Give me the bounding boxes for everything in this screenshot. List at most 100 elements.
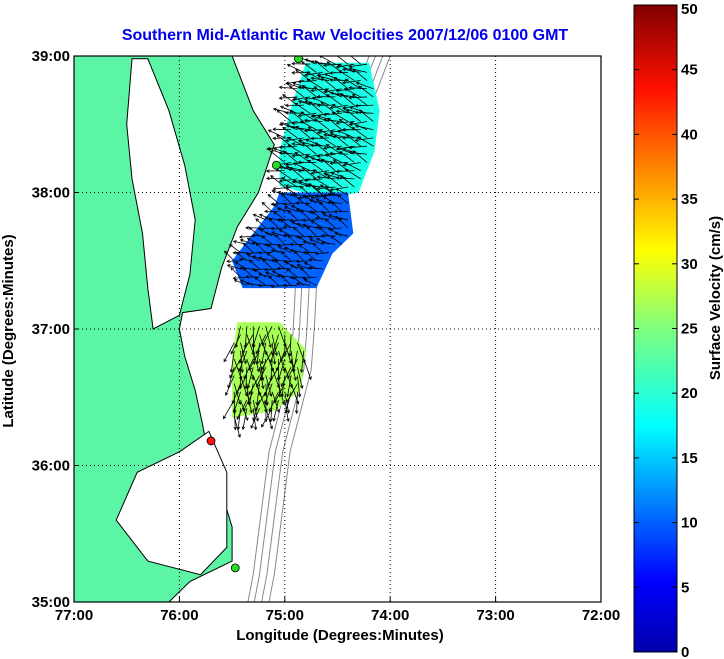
velocity-arrow <box>238 367 243 390</box>
velocity-arrow <box>278 246 292 253</box>
velocity-arrow <box>323 133 342 139</box>
colorbar-label: Surface Velocity (cm/s) <box>707 216 724 380</box>
velocity-arrow <box>300 111 317 122</box>
velocity-arrow <box>288 334 292 357</box>
velocity-arrow <box>302 218 317 222</box>
colorbar-tick-label: 50 <box>681 1 698 18</box>
velocity-arrow <box>305 138 323 147</box>
velocity-arrow <box>335 109 355 114</box>
velocity-arrow <box>280 342 292 363</box>
velocity-arrow <box>322 112 342 117</box>
y-axis-ticks: 35:00 36:00 37:00 38:00 39:00 <box>32 48 79 611</box>
velocity-arrow <box>310 88 330 93</box>
velocity-arrow <box>286 268 298 278</box>
velocity-arrow <box>341 136 361 140</box>
velocity-arrow <box>351 93 368 106</box>
velocity-arrow <box>305 202 317 212</box>
velocity-arrow <box>261 407 273 428</box>
velocity-arrow <box>311 96 330 106</box>
velocity-arrow <box>245 275 260 279</box>
velocity-arrow <box>270 226 285 231</box>
velocity-arrow <box>236 408 241 431</box>
velocity-arrow <box>245 251 260 256</box>
velocity-arrow <box>295 69 311 81</box>
velocity-arrow <box>309 238 323 245</box>
velocity-arrow <box>284 103 304 108</box>
velocity-arrow <box>272 127 292 132</box>
velocity-arrow <box>271 231 285 237</box>
velocity-arrow <box>277 190 292 196</box>
velocity-arrow <box>280 367 292 388</box>
velocity-arrow <box>270 202 285 206</box>
velocity-arrow <box>271 334 279 356</box>
velocity-arrow <box>324 186 336 196</box>
velocity-arrow <box>314 142 330 155</box>
velocity-arrow <box>327 227 342 231</box>
velocity-arrow <box>296 263 311 270</box>
velocity-arrow <box>270 258 285 263</box>
velocity-arrow <box>255 342 260 365</box>
velocity-arrow <box>267 194 279 204</box>
velocity-arrow <box>335 169 355 174</box>
velocity-arrow <box>265 408 274 430</box>
velocity-arrow <box>268 391 279 412</box>
radar-site-marker <box>230 563 240 573</box>
velocity-arrow <box>264 243 279 247</box>
velocity-arrow <box>248 350 260 371</box>
velocity-arrow <box>242 334 254 354</box>
velocity-arrow <box>334 56 349 65</box>
velocity-arrow <box>324 218 336 229</box>
velocity-arrow <box>282 126 298 139</box>
velocity-arrow <box>252 213 266 221</box>
velocity-arrow <box>232 250 247 255</box>
velocity-arrow <box>354 124 374 131</box>
velocity-arrow <box>230 334 241 355</box>
velocity-arrow <box>310 76 330 81</box>
velocity-arrow <box>304 71 323 77</box>
velocity-arrow <box>354 104 374 108</box>
velocity-arrow <box>226 259 241 264</box>
velocity-arrow <box>319 135 336 147</box>
velocity-arrow <box>251 241 266 245</box>
velocity-arrow <box>310 220 323 229</box>
velocity-arrow <box>297 375 302 398</box>
velocity-arrow <box>273 211 286 221</box>
velocity-arrow <box>280 251 292 262</box>
velocity-arrow <box>319 56 336 65</box>
velocity-arrow <box>272 399 279 422</box>
velocity-arrow <box>310 136 330 141</box>
velocity-arrow <box>254 276 267 286</box>
velocity-arrow <box>343 88 361 98</box>
velocity-arrow <box>278 151 298 155</box>
velocity-arrow <box>242 242 254 253</box>
velocity-arrow <box>351 127 368 139</box>
velocity-arrow <box>358 109 374 122</box>
velocity-arrow <box>248 375 260 396</box>
velocity-arrow <box>285 80 304 85</box>
velocity-arrow <box>303 358 312 381</box>
velocity-arrow <box>324 73 342 81</box>
velocity-arrow <box>350 56 361 65</box>
velocity-arrow <box>321 233 336 238</box>
velocity-arrow <box>324 153 342 163</box>
velocity-arrow <box>287 209 298 221</box>
velocity-arrow <box>297 367 304 389</box>
velocity-arrow <box>302 223 317 229</box>
velocity-arrow <box>283 259 298 264</box>
velocity-arrow <box>289 242 304 247</box>
velocity-arrow <box>276 134 292 147</box>
velocity-arrow <box>227 367 235 389</box>
velocity-arrow <box>287 144 304 155</box>
velocity-arrow <box>291 61 311 66</box>
velocity-arrow <box>255 383 260 406</box>
x-tick-label: 76:00 <box>160 607 198 624</box>
velocity-arrow <box>260 342 267 365</box>
velocity-arrow <box>310 143 330 148</box>
velocity-arrow <box>254 391 267 412</box>
velocity-arrow <box>335 176 355 180</box>
radar-site-marker <box>271 160 281 170</box>
velocity-arrow <box>326 175 342 188</box>
velocity-arrow <box>283 283 298 288</box>
velocity-arrow <box>257 283 273 288</box>
